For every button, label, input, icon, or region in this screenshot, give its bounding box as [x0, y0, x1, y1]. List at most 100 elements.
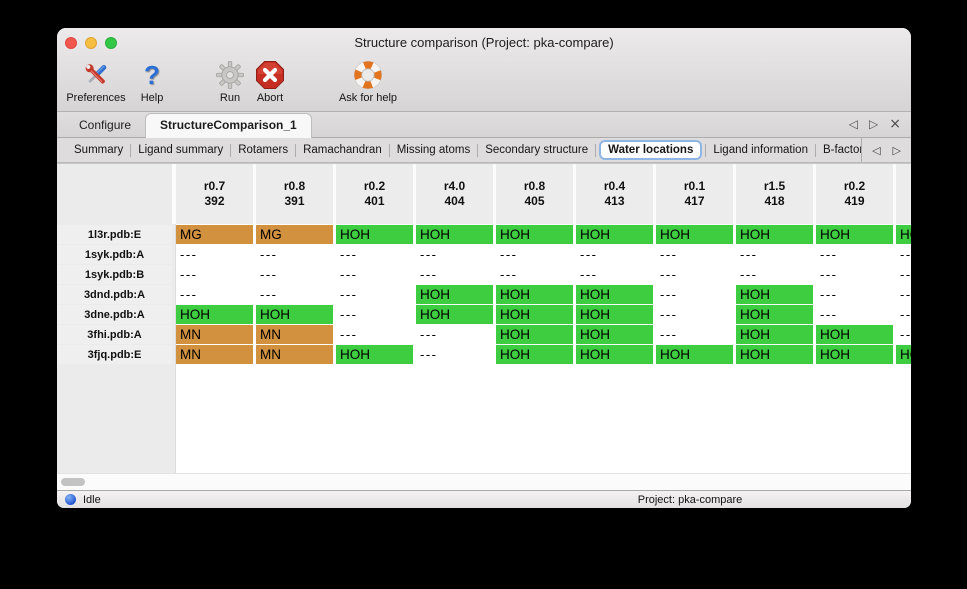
subtab-rotamers[interactable]: Rotamers — [238, 144, 289, 156]
table-cell[interactable]: --- — [656, 285, 733, 304]
table-cell[interactable]: --- — [656, 325, 733, 344]
help-button[interactable]: ? Help — [141, 58, 164, 105]
row-label[interactable]: 3dne.pdb:A — [57, 305, 172, 324]
tab-configure[interactable]: Configure — [79, 118, 132, 132]
table-cell[interactable]: HOH — [736, 325, 813, 344]
table-cell[interactable]: MN — [176, 345, 253, 364]
table-cell[interactable]: HOH — [656, 225, 733, 244]
column-header-405[interactable]: r0.8 405 — [496, 164, 573, 224]
tab-back-icon[interactable]: ◁ — [848, 117, 859, 131]
column-header-391[interactable]: r0.8 391 — [256, 164, 333, 224]
table-cell[interactable]: --- — [336, 265, 413, 284]
table-cell[interactable]: --- — [656, 305, 733, 324]
table-cell[interactable]: --- — [416, 265, 493, 284]
table-cell[interactable]: --- — [736, 245, 813, 264]
table-cell[interactable]: --- — [656, 245, 733, 264]
table-cell[interactable]: --- — [896, 265, 911, 284]
column-header-417[interactable]: r0.1 417 — [656, 164, 733, 224]
table-cell[interactable]: HOH — [416, 225, 493, 244]
table-cell[interactable]: --- — [336, 285, 413, 304]
table-cell[interactable]: HOH — [496, 325, 573, 344]
table-cell[interactable]: --- — [816, 245, 893, 264]
table-cell[interactable]: --- — [416, 325, 493, 344]
run-button[interactable]: Run — [215, 58, 245, 104]
table-cell[interactable]: --- — [496, 265, 573, 284]
table-cell[interactable]: HOH — [896, 345, 911, 364]
column-header-404[interactable]: r4.0 404 — [416, 164, 493, 224]
close-window-icon[interactable] — [65, 37, 77, 49]
row-label[interactable]: 1syk.pdb:A — [57, 245, 172, 264]
subtab-ramachandran[interactable]: Ramachandran — [303, 144, 382, 156]
table-cell[interactable]: --- — [176, 265, 253, 284]
table-cell[interactable]: HOH — [576, 305, 653, 324]
subtab-back-icon[interactable]: ◁ — [872, 143, 881, 157]
subtab-missing-atoms[interactable]: Missing atoms — [396, 144, 471, 156]
table-cell[interactable]: HOH — [816, 325, 893, 344]
tab-close-icon[interactable]: × — [889, 116, 901, 132]
minimize-window-icon[interactable] — [85, 37, 97, 49]
tab-forward-icon[interactable]: ▷ — [869, 117, 879, 131]
table-cell[interactable]: HOH — [496, 305, 573, 324]
row-label[interactable]: 1l3r.pdb:E — [57, 225, 172, 244]
table-cell[interactable]: --- — [336, 305, 413, 324]
table-cell[interactable]: HOH — [336, 225, 413, 244]
table-cell[interactable]: HOH — [896, 225, 911, 244]
table-cell[interactable]: MN — [256, 345, 333, 364]
table-cell[interactable]: --- — [896, 325, 911, 344]
subtab-ligand-information[interactable]: Ligand information — [713, 144, 808, 156]
subtab-forward-icon[interactable]: ▷ — [892, 143, 901, 157]
table-cell[interactable]: --- — [816, 265, 893, 284]
table-cell[interactable]: HOH — [576, 285, 653, 304]
table-cell[interactable]: HOH — [416, 305, 493, 324]
column-header-418[interactable]: r1.5 418 — [736, 164, 813, 224]
tab-structurecomparison-1[interactable]: StructureComparison_1 — [145, 113, 312, 138]
table-cell[interactable]: --- — [336, 245, 413, 264]
table-cell[interactable]: MG — [256, 225, 333, 244]
column-header-392[interactable]: r0.7 392 — [176, 164, 253, 224]
table-cell[interactable]: HOH — [736, 285, 813, 304]
table-cell[interactable]: --- — [256, 285, 333, 304]
table-cell[interactable]: HOH — [496, 345, 573, 364]
row-label[interactable]: 3fhi.pdb:A — [57, 325, 172, 344]
abort-button[interactable]: Abort — [255, 58, 285, 104]
table-cell[interactable]: --- — [896, 245, 911, 264]
table-cell[interactable]: HOH — [336, 345, 413, 364]
horizontal-scrollbar-thumb[interactable] — [61, 478, 85, 486]
table-cell[interactable]: --- — [336, 325, 413, 344]
row-label[interactable]: 3fjq.pdb:E — [57, 345, 172, 364]
zoom-window-icon[interactable] — [105, 37, 117, 49]
table-cell[interactable]: MN — [176, 325, 253, 344]
table-cell[interactable]: --- — [416, 345, 493, 364]
table-cell[interactable]: HOH — [656, 345, 733, 364]
table-cell[interactable]: --- — [256, 265, 333, 284]
table-cell[interactable]: HOH — [496, 285, 573, 304]
table-cell[interactable]: --- — [736, 265, 813, 284]
table-cell[interactable]: MN — [256, 325, 333, 344]
preferences-button[interactable]: Preferences — [66, 58, 126, 104]
column-header-419[interactable]: r0.2 419 — [816, 164, 893, 224]
table-cell[interactable]: --- — [496, 245, 573, 264]
horizontal-scrollbar[interactable] — [57, 473, 911, 490]
table-cell[interactable]: HOH — [496, 225, 573, 244]
subtab-summary[interactable]: Summary — [74, 144, 124, 156]
table-cell[interactable]: HOH — [256, 305, 333, 324]
table-cell[interactable]: --- — [256, 245, 333, 264]
subtab-ligand-summary[interactable]: Ligand summary — [138, 144, 224, 156]
table-cell[interactable]: HOH — [816, 225, 893, 244]
table-cell[interactable]: MG — [176, 225, 253, 244]
table-cell[interactable]: HOH — [176, 305, 253, 324]
row-label[interactable]: 1syk.pdb:B — [57, 265, 172, 284]
table-cell[interactable]: HOH — [416, 285, 493, 304]
table-cell[interactable]: HOH — [576, 345, 653, 364]
subtab-secondary-structure[interactable]: Secondary structure — [485, 144, 589, 156]
subtab-water-locations[interactable]: Water locations — [601, 142, 701, 158]
table-cell[interactable]: --- — [576, 245, 653, 264]
column-header-413[interactable]: r0.4 413 — [576, 164, 653, 224]
table-cell[interactable]: --- — [176, 245, 253, 264]
table-cell[interactable]: HOH — [736, 345, 813, 364]
table-cell[interactable]: --- — [816, 285, 893, 304]
ask-for-help-button[interactable]: Ask for help — [339, 58, 397, 104]
table-cell[interactable]: HOH — [736, 225, 813, 244]
table-cell[interactable]: --- — [896, 305, 911, 324]
table-cell[interactable]: --- — [176, 285, 253, 304]
